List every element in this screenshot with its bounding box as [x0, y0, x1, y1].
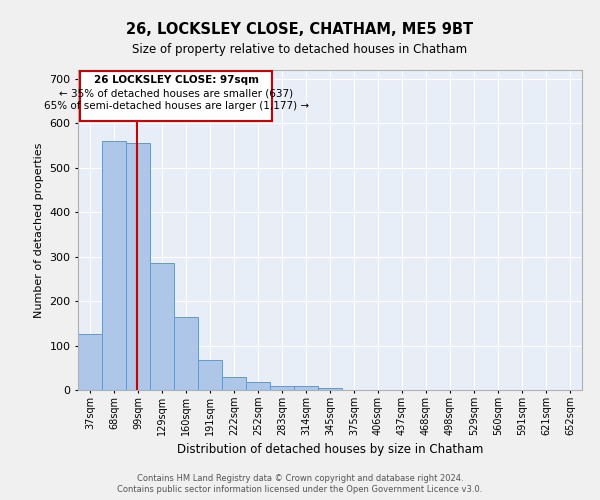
Bar — [246, 382, 270, 390]
Y-axis label: Number of detached properties: Number of detached properties — [34, 142, 44, 318]
Bar — [174, 316, 198, 390]
Bar — [126, 144, 150, 390]
Text: Size of property relative to detached houses in Chatham: Size of property relative to detached ho… — [133, 42, 467, 56]
Bar — [270, 386, 294, 390]
Text: 65% of semi-detached houses are larger (1,177) →: 65% of semi-detached houses are larger (… — [44, 102, 309, 112]
Text: 26 LOCKSLEY CLOSE: 97sqm: 26 LOCKSLEY CLOSE: 97sqm — [94, 75, 259, 85]
Bar — [198, 360, 222, 390]
Bar — [318, 388, 342, 390]
Bar — [222, 376, 246, 390]
Text: Contains HM Land Registry data © Crown copyright and database right 2024.
Contai: Contains HM Land Registry data © Crown c… — [118, 474, 482, 494]
Bar — [150, 264, 174, 390]
Text: 26, LOCKSLEY CLOSE, CHATHAM, ME5 9BT: 26, LOCKSLEY CLOSE, CHATHAM, ME5 9BT — [127, 22, 473, 38]
Bar — [294, 386, 318, 390]
Bar — [78, 334, 102, 390]
Text: ← 35% of detached houses are smaller (637): ← 35% of detached houses are smaller (63… — [59, 88, 293, 98]
X-axis label: Distribution of detached houses by size in Chatham: Distribution of detached houses by size … — [177, 444, 483, 456]
Bar — [102, 141, 126, 390]
